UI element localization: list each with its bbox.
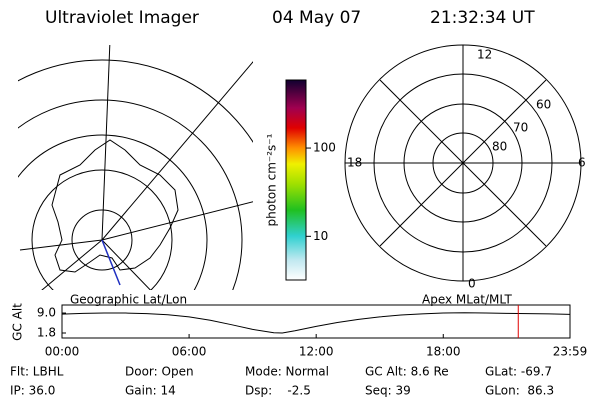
geo-meridian <box>41 239 103 290</box>
timeline-frame <box>61 304 571 339</box>
instrument: Ultraviolet Imager <box>45 8 199 28</box>
mlt-label: 0 <box>468 277 476 291</box>
mlt-label: 12 <box>477 48 492 62</box>
status-field: GLat: -69.7 <box>485 365 552 379</box>
geo-circle <box>18 59 253 143</box>
geo-map <box>18 45 253 290</box>
status-field: GC Alt: 8.6 Re <box>365 365 449 379</box>
status-field: Mode: Normal <box>245 365 329 379</box>
x-tick-label: 18:00 <box>426 345 461 359</box>
geo-circle <box>18 134 208 290</box>
x-tick-label: 00:00 <box>45 345 80 359</box>
y-tick-label: 1.8 <box>37 326 56 340</box>
x-tick-label: 06:00 <box>172 345 207 359</box>
geo-meridian <box>19 239 103 251</box>
lat-label: 70 <box>513 121 528 135</box>
status-field: Door: Open <box>125 365 194 379</box>
geo-meridian <box>101 61 253 241</box>
look-direction <box>101 239 121 286</box>
geo-circle <box>31 169 173 290</box>
x-tick-label: 23:59 <box>553 345 588 359</box>
polar-label: Apex MLat/MLT <box>422 293 512 307</box>
geo-label: Geographic Lat/Lon <box>70 293 187 307</box>
geo-meridian <box>101 239 152 290</box>
coastline <box>51 139 179 273</box>
geo-meridian <box>101 201 253 241</box>
lat-label: 60 <box>536 98 551 112</box>
mlt-label: 6 <box>578 156 586 170</box>
status-field: Flt: LBHL <box>10 365 64 379</box>
polar-spoke <box>379 79 547 247</box>
y-tick-label: 9.0 <box>37 306 56 320</box>
y-axis-label: GC Alt <box>11 303 25 341</box>
colorbar-tick-label: 100 <box>313 141 336 155</box>
status-field: GLon: 86.3 <box>485 384 554 398</box>
status-field: Gain: 14 <box>125 384 176 398</box>
geo-circle <box>18 99 243 290</box>
geo-circle <box>71 209 133 271</box>
lat-label: 80 <box>492 140 507 154</box>
mlt-label: 18 <box>347 156 362 170</box>
geo-meridian <box>101 45 111 241</box>
polar-grid <box>344 44 582 282</box>
colorbar-tick-label: 10 <box>313 229 328 243</box>
time: 21:32:34 UT <box>430 8 535 28</box>
colorbar-label: photon cm⁻²s⁻¹ <box>265 133 279 226</box>
date: 04 May 07 <box>272 8 361 28</box>
colorbar <box>285 79 307 281</box>
status-field: IP: 36.0 <box>10 384 55 398</box>
status-field: Dsp: -2.5 <box>245 384 311 398</box>
status-field: Seq: 39 <box>365 384 411 398</box>
altitude-line <box>61 312 570 334</box>
x-tick-label: 12:00 <box>299 345 334 359</box>
